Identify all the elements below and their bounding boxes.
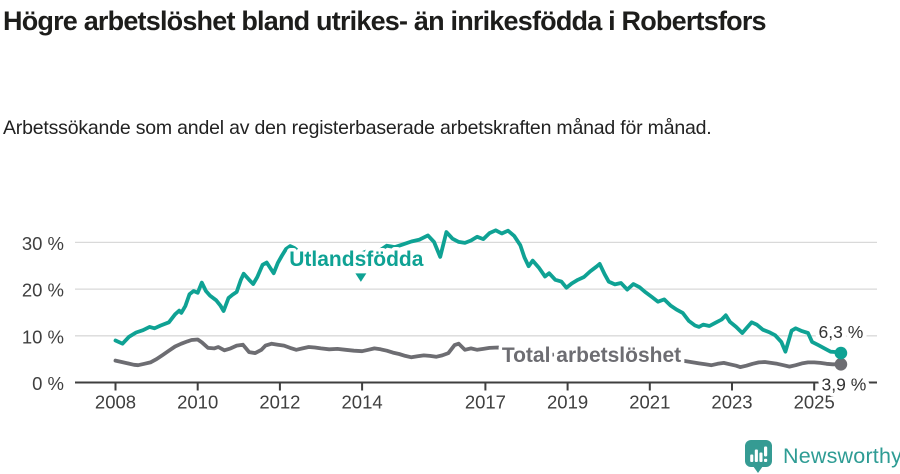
y-axis-label: 10 % [22, 326, 64, 347]
page-subtitle: Arbetssökande som andel av den registerb… [3, 117, 712, 139]
series-end-label-total-arbetsloshet: 3,9 % [822, 374, 867, 394]
x-axis-label: 2019 [547, 392, 588, 413]
x-axis-label: 2010 [177, 392, 218, 413]
series-line-total-arbetsloshet [113, 337, 843, 369]
annotation-pointer-icon [355, 273, 367, 282]
x-axis-label: 2017 [465, 392, 506, 413]
series-end-dot-utlandsfodda [834, 346, 848, 360]
y-axis-label: 30 % [22, 233, 64, 254]
x-axis-label: 2021 [629, 392, 670, 413]
series-inline-label-utlandsfodda: Utlandsfödda [289, 248, 423, 271]
x-axis-label: 2008 [95, 392, 136, 413]
series-inline-label-total-arbetsloshet: Total arbetslöshet [502, 344, 681, 367]
x-axis-label: 2014 [342, 392, 383, 413]
series-end-label-utlandsfodda: 6,3 % [819, 322, 864, 342]
y-axis-label: 0 % [32, 373, 64, 394]
newsworthy-brand-link[interactable]: Newsworthy [744, 439, 900, 473]
series-line-utlandsfodda [113, 228, 843, 355]
y-axis-label: 20 % [22, 280, 64, 301]
x-axis-label: 2012 [259, 392, 300, 413]
page-title: Högre arbetslöshet bland utrikes- än inr… [3, 6, 767, 36]
newsworthy-logo-icon [745, 439, 772, 473]
series-end-dot-total-arbetsloshet [834, 357, 848, 371]
x-axis-label: 2023 [711, 392, 752, 413]
x-axis-label: 2025 [794, 392, 835, 413]
brand-name: Newsworthy [783, 444, 900, 468]
